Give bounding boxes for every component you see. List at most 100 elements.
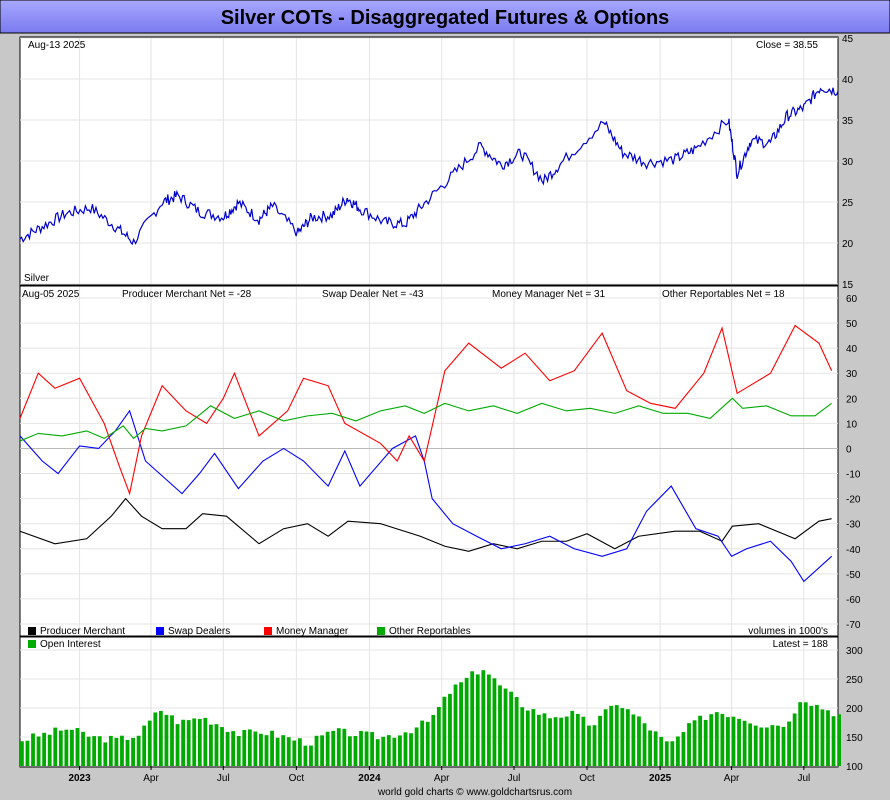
oi-bar	[525, 710, 530, 766]
chart-title: Silver COTs - Disaggregated Futures & Op…	[221, 7, 670, 29]
price-y-tick: 35	[842, 116, 854, 127]
oi-bar	[603, 709, 608, 766]
oi-bar	[270, 730, 274, 766]
oi-bar	[164, 714, 169, 766]
oi-bar	[670, 741, 675, 766]
oi-bar	[20, 741, 24, 766]
price-y-tick: 20	[842, 239, 854, 250]
oi-bar	[798, 702, 803, 766]
oi-bar	[770, 725, 775, 766]
oi-bar	[675, 736, 680, 766]
oi-bar	[809, 705, 814, 766]
oi-bar	[748, 723, 753, 766]
oi-bar	[170, 715, 174, 766]
price-name-label: Silver	[24, 273, 50, 284]
swap-net-readout: Swap Dealer Net = -43	[322, 289, 424, 300]
oi-bar	[498, 685, 502, 766]
oi-latest-label: Latest = 188	[773, 639, 829, 650]
cot-date-label: Aug-05 2025	[22, 289, 80, 300]
oi-bar	[698, 715, 703, 766]
x-axis-label: Apr	[724, 773, 740, 784]
x-axis-label: Apr	[143, 773, 159, 784]
oi-bar	[703, 719, 708, 766]
oi-bar	[125, 739, 130, 766]
oi-bar	[548, 718, 552, 766]
oi-bar	[314, 735, 319, 766]
oi-bar	[692, 720, 697, 766]
oi-bar	[242, 729, 247, 766]
oi-bar	[347, 736, 352, 766]
oi-bar	[86, 736, 91, 766]
producer-net-readout: Producer Merchant Net = -28	[122, 289, 252, 300]
oi-bar	[537, 714, 541, 766]
oi-bar	[225, 731, 230, 766]
oi-bar	[114, 737, 119, 766]
price-close-label: Close = 38.55	[756, 40, 818, 51]
oi-bar	[776, 725, 780, 766]
oi-bar	[264, 735, 269, 766]
oi-bar	[681, 731, 686, 766]
oi-bar	[253, 731, 258, 766]
price-y-tick: 15	[842, 280, 854, 291]
oi-bar	[431, 714, 436, 766]
x-axis-label: Jul	[217, 773, 230, 784]
oi-bar	[814, 704, 819, 766]
oi-bar	[175, 724, 180, 766]
oi-bar	[36, 736, 41, 766]
oi-bar	[81, 731, 85, 766]
other-reportables-line	[19, 397, 832, 442]
oi-bar	[286, 737, 291, 766]
oi-bar	[436, 706, 441, 766]
oi-bar	[742, 720, 747, 766]
oi-bar	[425, 721, 430, 766]
oi-bar	[726, 717, 730, 766]
oi-bar	[831, 716, 836, 766]
oi-bar	[281, 735, 286, 766]
oi-bar	[398, 735, 402, 766]
oi-bar	[131, 737, 135, 766]
oi-bar	[259, 733, 263, 766]
x-axis-label: Jul	[508, 773, 521, 784]
x-axis-label: 2025	[649, 773, 672, 784]
oi-y-tick: 100	[846, 762, 863, 773]
oi-bar	[592, 725, 597, 766]
cot-y-tick: 40	[846, 344, 858, 355]
oi-bar	[70, 729, 74, 766]
oi-bar	[370, 732, 375, 766]
black-square-icon	[28, 627, 36, 635]
cot-y-tick: -40	[846, 545, 861, 556]
oi-bar	[542, 713, 547, 766]
oi-bar	[520, 707, 525, 766]
oi-bar	[153, 712, 158, 766]
oi-bar	[303, 745, 308, 766]
oi-bar	[826, 710, 830, 766]
cot-y-tick: -10	[846, 470, 861, 481]
price-y-tick: 30	[842, 157, 854, 168]
price-y-tick: 40	[842, 75, 854, 86]
oi-bar	[448, 693, 452, 766]
footer-credit: world gold charts © www.goldchartsrus.co…	[377, 787, 572, 798]
cot-y-tick: 20	[846, 394, 858, 405]
oi-bar	[142, 725, 147, 766]
oi-bar	[58, 730, 63, 766]
oi-bar	[659, 736, 664, 766]
oi-y-tick: 300	[846, 646, 863, 657]
oi-bar	[120, 735, 124, 766]
oi-bar	[331, 730, 336, 766]
x-axis-label: Jul	[797, 773, 810, 784]
oi-bar	[392, 737, 397, 766]
oi-bar	[653, 731, 658, 766]
blue-square-icon	[156, 627, 164, 635]
oi-bar	[325, 731, 330, 766]
oi-bar	[531, 709, 536, 766]
oi-bar	[714, 712, 719, 766]
silver-price-line	[19, 87, 839, 246]
oi-bar	[514, 697, 519, 766]
oi-bar	[442, 696, 447, 766]
x-axis-label: 2023	[68, 773, 91, 784]
oi-bar	[637, 716, 641, 766]
oi-bar	[737, 718, 741, 766]
oi-bar	[92, 736, 97, 766]
oi-bar	[720, 713, 725, 766]
oi-bar	[803, 702, 808, 766]
